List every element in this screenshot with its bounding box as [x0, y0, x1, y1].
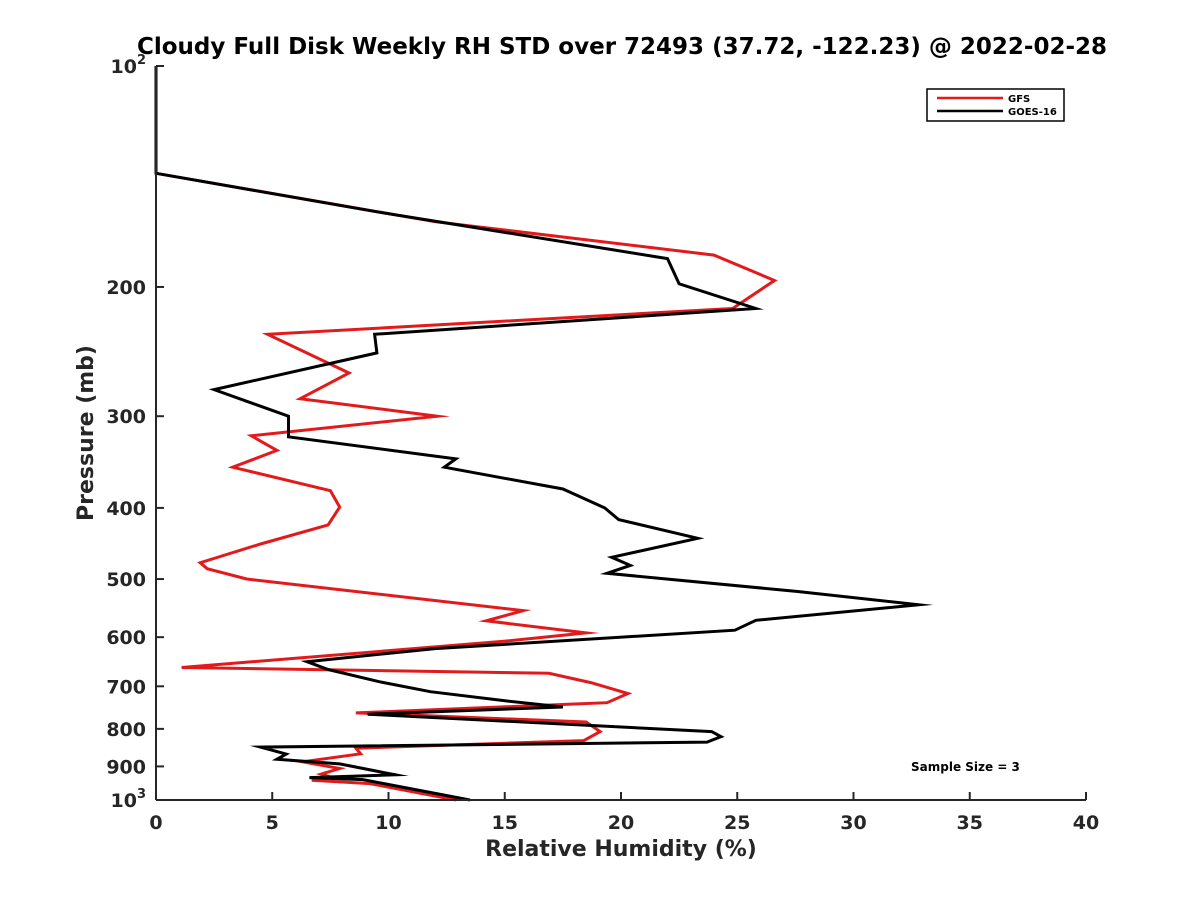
x-tick-label: 40 [1073, 812, 1099, 834]
x-axis-ticks: 0 5 10 15 20 25 30 35 40 [149, 792, 1099, 834]
y-tick-label: 300 [106, 406, 146, 428]
y-tick-label: 500 [106, 569, 146, 591]
y-tick-label: 900 [106, 756, 146, 778]
y-tick-label: 800 [106, 719, 146, 741]
x-tick-label: 10 [375, 812, 401, 834]
legend-label-gfs: GFS [1008, 94, 1030, 105]
legend-box [926, 88, 1065, 122]
y-tick-label: 200 [106, 277, 146, 299]
chart-title: Cloudy Full Disk Weekly RH STD over 7249… [137, 34, 1107, 60]
x-tick-label: 30 [840, 812, 866, 834]
y-tick-label: 103 [111, 787, 147, 812]
x-tick-label: 15 [492, 812, 518, 834]
y-tick-label: 600 [106, 627, 146, 649]
x-tick-label: 5 [266, 812, 279, 834]
sample-size-annotation: Sample Size = 3 [911, 760, 1020, 774]
x-tick-label: 25 [724, 812, 750, 834]
y-tick-label: 700 [106, 676, 146, 698]
y-axis-label: Pressure (mb) [74, 345, 99, 521]
series-layer [154, 66, 934, 802]
legend-label-goes16: GOES-16 [1008, 107, 1057, 118]
x-tick-label: 20 [608, 812, 634, 834]
x-tick-label: 0 [149, 812, 162, 834]
x-axis-label: Relative Humidity (%) [485, 837, 757, 862]
y-tick-label: 400 [106, 498, 146, 520]
legend: GFS GOES-16 [926, 88, 1065, 122]
series-line-gfs [154, 66, 778, 802]
series-line-goes16 [154, 66, 934, 802]
x-tick-label: 35 [957, 812, 983, 834]
y-tick-label: 102 [111, 53, 147, 78]
y-axis-ticks: 102 200 300 400 500 600 700 800 900 103 [106, 53, 164, 812]
